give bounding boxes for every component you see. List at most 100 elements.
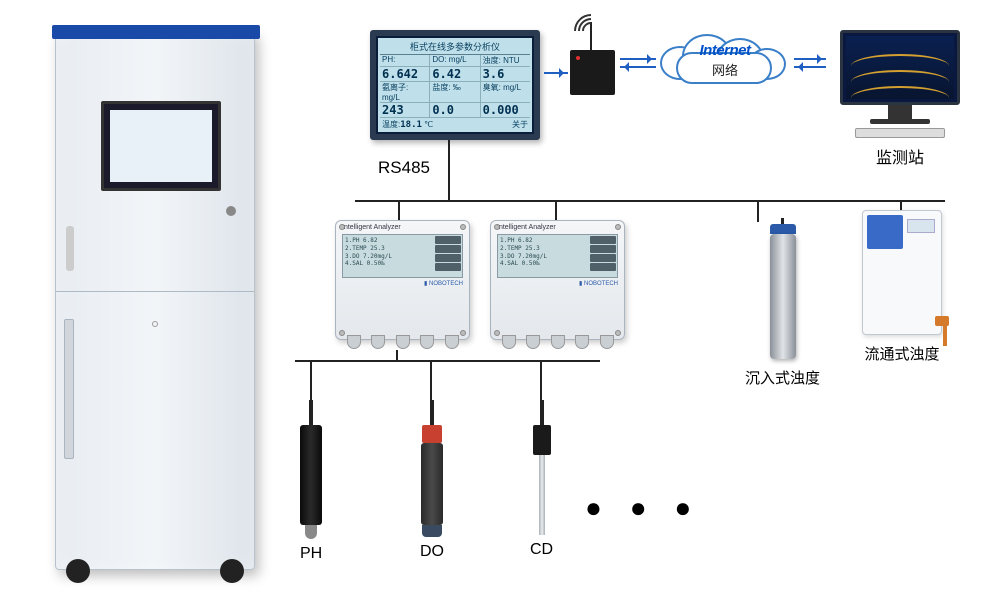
cd-probe-label: CD	[530, 541, 553, 559]
lcd-row-values-1: 6.642 6.42 3.6	[380, 67, 530, 82]
probe-rod	[539, 455, 545, 535]
lcd-row-labels-2: 氨离子: mg/L 盐度: ‰ 臭氧: mg/L	[380, 82, 530, 103]
analyzer-button[interactable]	[590, 254, 616, 262]
probe-head	[533, 425, 551, 455]
do-probe: DO	[420, 400, 444, 561]
lcd-title: 柜式在线多参数分析仪	[380, 40, 530, 55]
bus-drop	[555, 200, 557, 220]
caster-wheel	[66, 559, 90, 583]
bus-wire	[448, 140, 450, 200]
lcd-row-values-2: 243 0.0 0.000	[380, 103, 530, 118]
sensor-body	[770, 234, 796, 359]
internet-cloud: Internet 网络	[660, 32, 790, 88]
analyzer-button[interactable]	[435, 254, 461, 262]
probe-connector	[422, 425, 442, 443]
cabinet-indicator-led	[152, 321, 158, 327]
lcd-do-value: 6.42	[430, 67, 480, 81]
analyzer-readout: 1.PH 6.822.TEMP 25.33.DO 7.20mg/L4.SAL 0…	[343, 235, 434, 277]
lcd-row-labels-1: PH: DO: mg/L 浊度: NTU	[380, 55, 530, 67]
cable-glands	[336, 335, 469, 349]
lcd-o3-value: 0.000	[481, 103, 530, 117]
keyboard	[855, 128, 945, 138]
immersion-turbidity-sensor: 沉入式浊度	[745, 218, 820, 388]
flowcell-controller	[867, 215, 903, 249]
analyzer-brand: ▮ NOBOTECH	[491, 278, 624, 289]
lcd-tur-label: 浊度: NTU	[481, 55, 530, 66]
analyzer-readout: 1.PH 6.822.TEMP 25.33.DO 7.20mg/L4.SAL 0…	[498, 235, 589, 277]
analyzer-button[interactable]	[590, 263, 616, 271]
lcd-footer: 温度:18.1 ℃ 关于	[380, 118, 530, 131]
flowthrough-turbidity-unit: 流通式浊度	[862, 210, 942, 364]
intelligent-analyzer: Intelligent Analyzer1.PH 6.822.TEMP 25.3…	[490, 220, 625, 340]
arrow-left-icon	[620, 66, 656, 68]
lcd-do-label: DO: mg/L	[430, 55, 480, 66]
bus-drop	[398, 200, 400, 220]
flowcell-valve[interactable]	[935, 316, 949, 326]
intelligent-analyzer: Intelligent Analyzer1.PH 6.822.TEMP 25.3…	[335, 220, 470, 340]
cabinet-screen-content	[110, 110, 212, 182]
ph-probe-label: PH	[300, 545, 322, 563]
probe-tip	[305, 525, 317, 539]
immersion-label: 沉入式浊度	[745, 367, 820, 388]
analyzer-title: Intelligent Analyzer	[336, 221, 469, 234]
analyzer-button[interactable]	[590, 245, 616, 253]
cabinet-touchscreen[interactable]	[101, 101, 221, 191]
flowcell-display	[907, 219, 935, 233]
analyzer-button[interactable]	[590, 236, 616, 244]
sensor-drop	[310, 360, 312, 405]
pc-monitor	[840, 30, 960, 105]
bus-wire	[355, 200, 945, 202]
caster-wheel	[220, 559, 244, 583]
wifi-icon	[567, 7, 615, 55]
lcd-sal-label: 盐度: ‰	[430, 82, 480, 102]
arrow-right-icon	[794, 58, 826, 60]
gateway-led	[576, 56, 580, 60]
lcd-ph-value: 6.642	[380, 67, 430, 81]
flowcell-outlet	[943, 326, 947, 346]
cabinet-analyzer	[55, 30, 255, 570]
monitor-base	[870, 119, 930, 124]
probe-body	[300, 425, 322, 525]
cloud-network-label: 网络	[660, 60, 790, 79]
lcd-sal-value: 0.0	[430, 103, 480, 117]
ph-probe: PH	[300, 400, 322, 563]
monitoring-station: 监测站	[830, 30, 970, 168]
probe-tip	[422, 525, 442, 537]
lcd-temp: 温度:18.1 ℃	[382, 119, 433, 130]
monitor-station-label: 监测站	[830, 144, 970, 168]
probe-body	[421, 443, 443, 525]
flowthrough-label: 流通式浊度	[862, 343, 942, 364]
sensor-cap	[770, 224, 796, 234]
analyzer-brand: ▮ NOBOTECH	[336, 278, 469, 289]
cd-probe: CD	[530, 400, 553, 559]
analyzer-button[interactable]	[435, 263, 461, 271]
cabinet-top-trim	[52, 25, 260, 39]
analyzer-screen[interactable]: 1.PH 6.822.TEMP 25.33.DO 7.20mg/L4.SAL 0…	[342, 234, 463, 278]
rs485-label: RS485	[378, 158, 430, 178]
cabinet-door-handle[interactable]	[66, 226, 74, 271]
sensor-drop	[540, 360, 542, 405]
probe-cable	[309, 400, 313, 425]
sensor-bus	[295, 360, 600, 362]
lcd-o3-label: 臭氧: mg/L	[481, 82, 530, 102]
wireless-gateway	[570, 50, 615, 95]
lcd-tur-value: 3.6	[481, 67, 530, 81]
analyzer-screen[interactable]: 1.PH 6.822.TEMP 25.33.DO 7.20mg/L4.SAL 0…	[497, 234, 618, 278]
analyzer-title: Intelligent Analyzer	[491, 221, 624, 234]
lcd-ph-label: PH:	[380, 55, 430, 66]
analyzer-button[interactable]	[435, 245, 461, 253]
arrow-left-icon	[794, 66, 826, 68]
cabinet-level-window	[64, 319, 74, 459]
ellipsis-icon: ● ● ●	[585, 492, 701, 524]
arrow-right-icon	[620, 58, 656, 60]
arrow-right-icon	[544, 72, 568, 74]
cloud-internet-label: Internet	[660, 42, 790, 59]
probe-cable	[540, 400, 544, 425]
pc-display	[846, 36, 954, 99]
flowcell-body	[862, 210, 942, 335]
probe-cable	[430, 400, 434, 425]
lcd-screen[interactable]: 柜式在线多参数分析仪 PH: DO: mg/L 浊度: NTU 6.642 6.…	[378, 38, 532, 132]
cabinet-power-knob[interactable]	[226, 206, 236, 216]
lcd-about-link[interactable]: 关于	[512, 119, 528, 130]
analyzer-button[interactable]	[435, 236, 461, 244]
